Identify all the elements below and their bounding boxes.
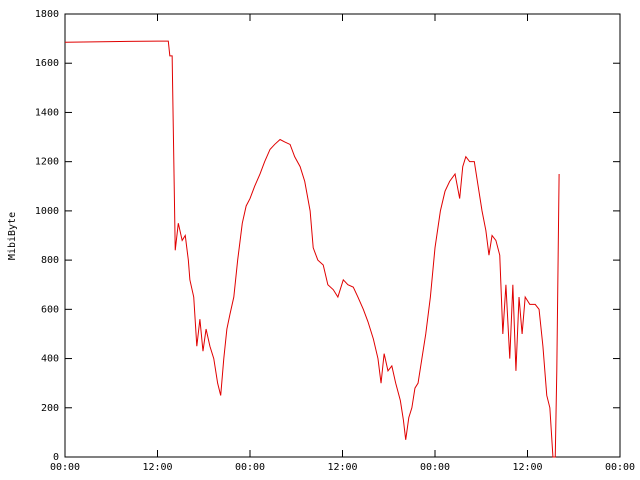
y-tick-label: 1400 [35,107,59,118]
line-series [64,40,560,458]
x-tick-label: 12:00 [142,462,172,473]
y-tick-label: 1600 [35,58,59,69]
y-tick-label: 1000 [35,206,59,217]
x-tick-label: 00:00 [605,462,635,473]
y-tick-label: 600 [41,304,59,315]
y-tick-label: 800 [41,255,59,266]
y-tick-label: 1200 [35,157,59,168]
y-tick-label: 400 [41,354,59,365]
x-tick-label: 12:00 [512,462,542,473]
x-tick-label: 00:00 [50,462,80,473]
y-axis-label: MibiByte [7,212,18,260]
x-tick-label: 12:00 [327,462,357,473]
plot-frame [64,13,621,458]
x-tick-label: 00:00 [420,462,450,473]
y-tick-label: 1800 [35,9,59,20]
y-tick-label: 200 [41,403,59,414]
y-tick-label: 0 [53,452,59,463]
x-tick-label: 00:00 [235,462,265,473]
